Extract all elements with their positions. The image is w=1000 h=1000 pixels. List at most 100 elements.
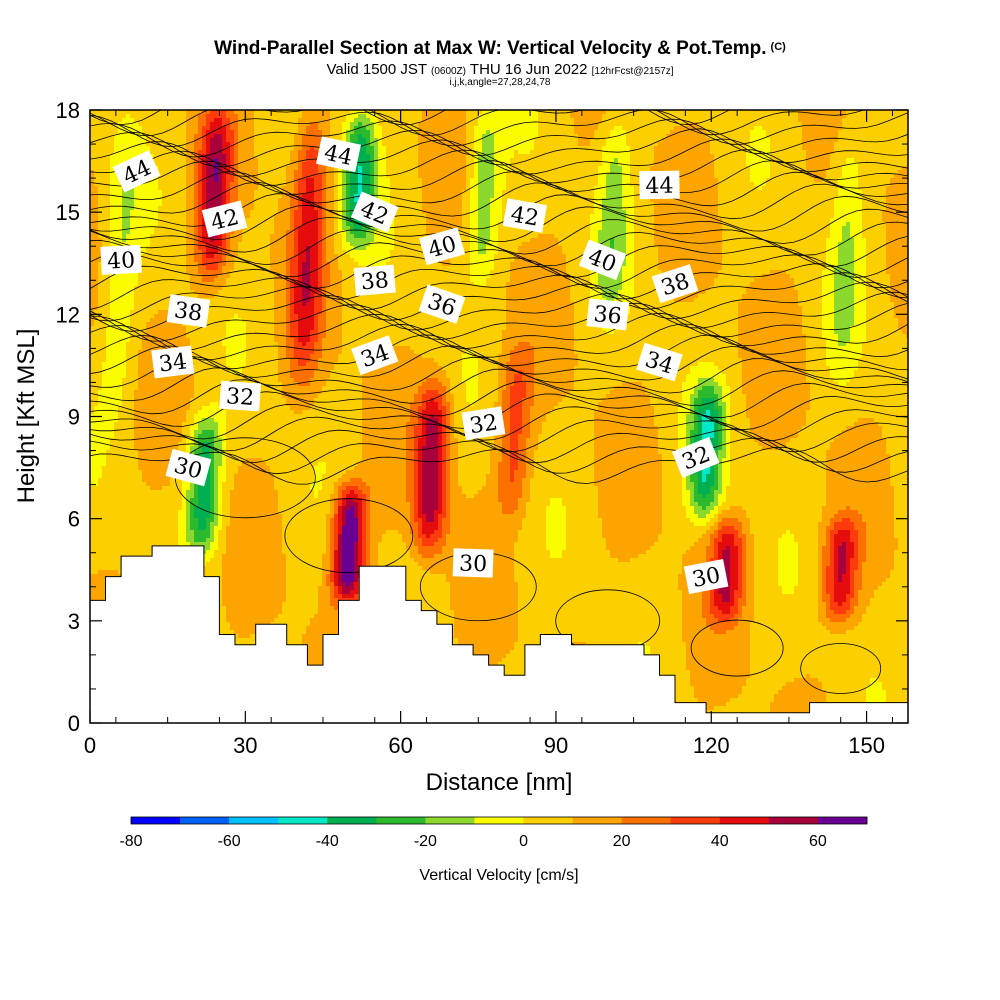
velocity-cell — [506, 118, 511, 123]
velocity-cell — [170, 118, 175, 123]
velocity-cell — [462, 130, 467, 135]
velocity-cell — [554, 130, 559, 135]
velocity-cell — [634, 118, 639, 123]
velocity-cell — [414, 114, 419, 119]
velocity-cell — [338, 122, 343, 127]
velocity-cell — [802, 126, 807, 131]
velocity-cell — [850, 114, 855, 119]
velocity-cell — [402, 114, 407, 119]
velocity-cell — [878, 126, 883, 131]
velocity-cell — [762, 126, 767, 131]
velocity-cell — [378, 126, 383, 131]
velocity-cell — [522, 114, 527, 119]
velocity-cell — [514, 126, 519, 131]
velocity-cell — [310, 118, 315, 123]
velocity-cell — [578, 118, 583, 123]
velocity-cell — [578, 130, 583, 135]
velocity-cell — [266, 122, 271, 127]
velocity-cell — [286, 118, 291, 123]
velocity-cell — [186, 114, 191, 119]
velocity-cell — [482, 122, 487, 127]
velocity-cell — [538, 114, 543, 119]
velocity-cell — [866, 122, 871, 127]
velocity-cell — [346, 126, 351, 131]
velocity-cell — [158, 122, 163, 127]
velocity-cell — [94, 130, 99, 135]
velocity-cell — [194, 122, 199, 127]
velocity-cell — [186, 122, 191, 127]
velocity-cell — [458, 130, 463, 135]
velocity-cell — [174, 130, 179, 135]
velocity-cell — [102, 122, 107, 127]
velocity-cell — [202, 114, 207, 119]
velocity-cell — [282, 114, 287, 119]
velocity-cell — [622, 118, 627, 123]
velocity-cell — [570, 126, 575, 131]
velocity-cell — [902, 126, 907, 131]
velocity-cell — [118, 114, 123, 119]
velocity-cell — [694, 114, 699, 119]
velocity-cell — [366, 126, 371, 131]
velocity-cell — [314, 114, 319, 119]
velocity-cell — [178, 114, 183, 119]
velocity-cell — [502, 114, 507, 119]
velocity-cell — [150, 126, 155, 131]
velocity-cell — [134, 114, 139, 119]
velocity-cell — [154, 126, 159, 131]
velocity-cell — [746, 114, 751, 119]
velocity-cell — [514, 118, 519, 123]
velocity-cell — [898, 126, 903, 131]
velocity-cell — [238, 126, 243, 131]
velocity-cell — [110, 114, 115, 119]
velocity-cell — [326, 126, 331, 131]
velocity-cell — [234, 122, 239, 127]
velocity-cell — [726, 126, 731, 131]
velocity-cell — [162, 114, 167, 119]
velocity-cell — [674, 126, 679, 131]
velocity-cell — [582, 114, 587, 119]
velocity-cell — [214, 122, 219, 127]
velocity-cell — [470, 130, 475, 135]
velocity-cell — [550, 122, 555, 127]
velocity-cell — [206, 114, 211, 119]
velocity-cell — [534, 126, 539, 131]
velocity-cell — [226, 114, 231, 119]
velocity-cell — [250, 122, 255, 127]
velocity-cell — [790, 118, 795, 123]
velocity-cell — [870, 118, 875, 123]
velocity-cell — [458, 118, 463, 123]
velocity-cell — [714, 118, 719, 123]
velocity-cell — [774, 122, 779, 127]
velocity-cell — [662, 126, 667, 131]
velocity-cell — [262, 122, 267, 127]
velocity-cell — [370, 118, 375, 123]
velocity-cell — [162, 126, 167, 131]
velocity-cell — [406, 114, 411, 119]
velocity-cell — [302, 114, 307, 119]
velocity-cell — [150, 130, 155, 135]
velocity-cell — [794, 118, 799, 123]
velocity-cell — [322, 126, 327, 131]
velocity-cell — [370, 126, 375, 131]
velocity-cell — [822, 126, 827, 131]
velocity-cell — [538, 130, 543, 135]
velocity-cell — [506, 122, 511, 127]
velocity-cell — [794, 114, 799, 119]
velocity-cell — [510, 118, 515, 123]
velocity-cell — [218, 122, 223, 127]
velocity-cell — [106, 126, 111, 131]
velocity-cell — [170, 130, 175, 135]
velocity-cell — [778, 114, 783, 119]
velocity-cell — [626, 114, 631, 119]
velocity-cell — [374, 118, 379, 123]
velocity-cell — [266, 126, 271, 131]
velocity-cell — [186, 130, 191, 135]
velocity-cell — [530, 130, 535, 135]
velocity-cell — [230, 126, 235, 131]
velocity-cell — [406, 118, 411, 123]
velocity-cell — [474, 130, 479, 135]
velocity-cell — [642, 114, 647, 119]
velocity-cell — [706, 114, 711, 119]
velocity-cell — [462, 126, 467, 131]
velocity-cell — [474, 122, 479, 127]
